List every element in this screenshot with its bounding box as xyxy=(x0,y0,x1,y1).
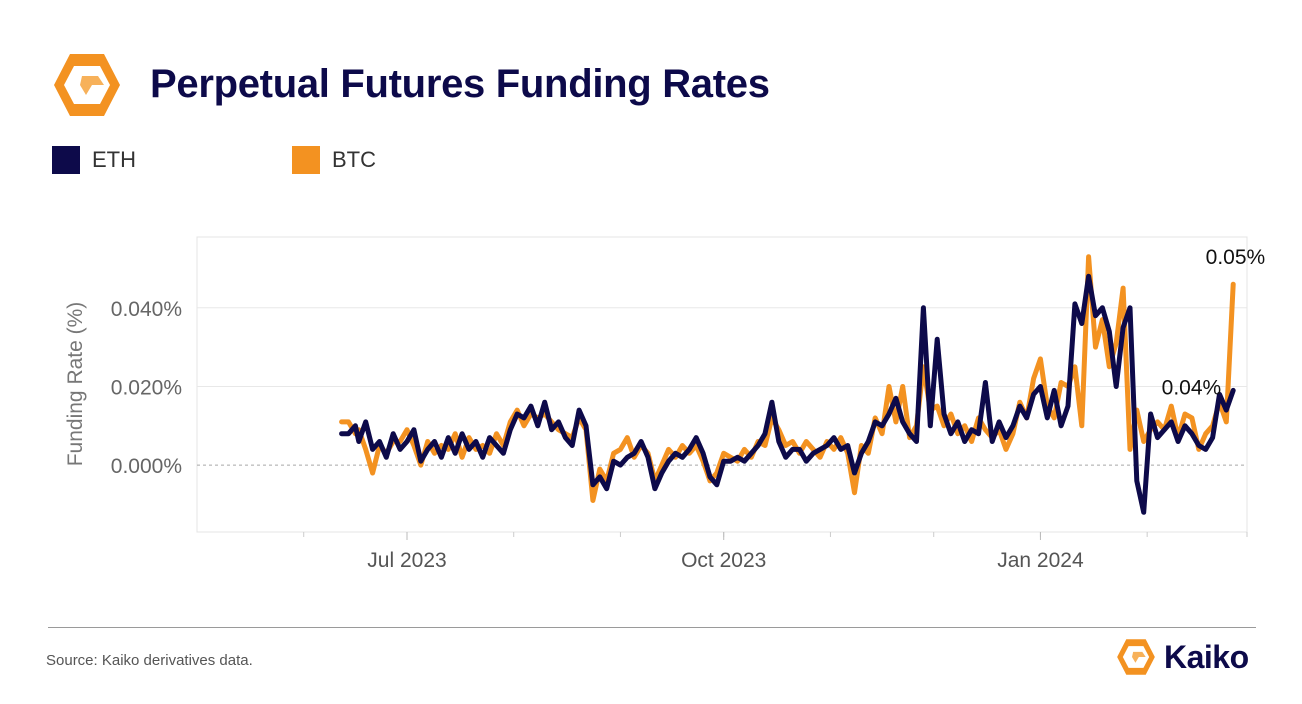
x-tick-label: Jan 2024 xyxy=(997,549,1084,572)
legend-item-eth: ETH xyxy=(52,146,136,174)
brand-name: Kaiko xyxy=(1164,638,1249,675)
series-line-btc xyxy=(339,254,1236,503)
x-tick-label: Oct 2023 xyxy=(681,549,766,572)
data-label-btc: 0.05% xyxy=(1206,246,1266,269)
series-line-eth xyxy=(339,273,1236,515)
legend-label-eth: ETH xyxy=(92,147,136,172)
legend-swatch-eth xyxy=(52,146,80,174)
y-tick-label: 0.020% xyxy=(111,376,182,399)
source-note: Source: Kaiko derivatives data. xyxy=(46,652,253,669)
x-tick-label: Jul 2023 xyxy=(367,549,446,572)
annotations: 0.05% 0.04% xyxy=(1162,246,1266,399)
y-axis-label: Funding Rate (%) xyxy=(64,302,87,467)
funding-rate-chart: 0.000% 0.020% 0.040% Jul 2023 Oct 2023 Jan 20… xyxy=(64,236,1266,572)
footer-divider xyxy=(48,627,1256,628)
legend-label-btc: BTC xyxy=(332,147,376,172)
gridlines xyxy=(197,307,1247,466)
legend-swatch-btc xyxy=(292,146,320,174)
axes: 0.000% 0.020% 0.040% Jul 2023 Oct 2023 Jan 20… xyxy=(64,298,1248,572)
series-layer xyxy=(339,254,1236,515)
kaiko-logo-icon xyxy=(1117,639,1155,675)
y-tick-label: 0.000% xyxy=(111,455,182,478)
kaiko-brand: Kaiko xyxy=(1116,638,1249,676)
plot-frame xyxy=(196,236,1248,533)
kaiko-hexagon-logo-icon xyxy=(52,52,122,118)
data-label-eth: 0.04% xyxy=(1162,376,1222,399)
legend-item-btc: BTC xyxy=(292,146,376,174)
y-tick-label: 0.040% xyxy=(111,298,182,321)
chart-title: Perpetual Futures Funding Rates xyxy=(150,62,770,106)
plot-border xyxy=(196,236,1248,533)
